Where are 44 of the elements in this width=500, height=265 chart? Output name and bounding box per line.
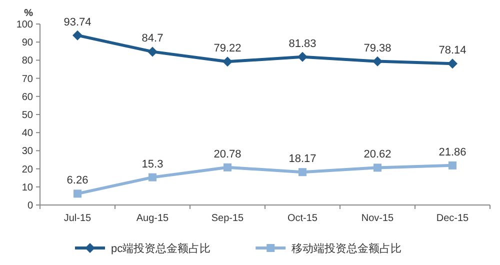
y-tick-label: 10 xyxy=(22,182,34,194)
data-label: 6.26 xyxy=(66,174,88,187)
data-label: 18.17 xyxy=(288,153,316,166)
x-tick-label: Oct-15 xyxy=(287,213,318,224)
y-tick-label: 60 xyxy=(22,92,34,103)
y-tick-label: 0 xyxy=(27,200,34,212)
point xyxy=(74,190,82,198)
data-label: 21.86 xyxy=(438,146,466,158)
y-tick-label: 90 xyxy=(22,38,34,49)
point xyxy=(298,52,308,62)
x-tick-label: Nov-15 xyxy=(361,213,394,224)
x-tick-label: Dec-15 xyxy=(436,213,470,224)
y-tick-label: 100 xyxy=(16,20,34,30)
data-label: 93.74 xyxy=(64,16,92,28)
legend-label: 移动端投资总金额占比 xyxy=(292,242,402,255)
point xyxy=(224,163,232,172)
point xyxy=(72,30,82,40)
data-label: 20.62 xyxy=(364,148,392,161)
x-tick-label: Aug-15 xyxy=(136,213,170,224)
point xyxy=(448,58,458,69)
point xyxy=(222,56,232,67)
y-axis-title: % xyxy=(24,8,34,19)
point xyxy=(148,173,156,182)
x-tick-label: Sep-15 xyxy=(211,213,244,224)
legend-label: pc端投资总金额占比 xyxy=(111,242,211,255)
data-label: 84.7 xyxy=(142,32,164,45)
data-label: 79.38 xyxy=(364,42,392,54)
data-label: 79.22 xyxy=(214,42,242,55)
data-label: 15.3 xyxy=(142,158,164,170)
y-tick-label: 30 xyxy=(22,146,34,158)
y-tick-label: 20 xyxy=(22,164,34,176)
y-tick-label: 80 xyxy=(22,56,34,67)
y-tick-label: 40 xyxy=(22,128,34,140)
x-tick-label: Jul-15 xyxy=(64,213,92,224)
point xyxy=(148,46,158,57)
point xyxy=(374,164,382,172)
data-label: 20.78 xyxy=(214,148,242,160)
y-tick-label: 50 xyxy=(22,110,34,121)
point xyxy=(448,161,456,170)
point xyxy=(298,168,306,176)
y-tick-label: 70 xyxy=(22,74,34,85)
data-label: 81.83 xyxy=(288,38,316,50)
data-label: 78.14 xyxy=(438,44,466,57)
point xyxy=(372,56,382,66)
